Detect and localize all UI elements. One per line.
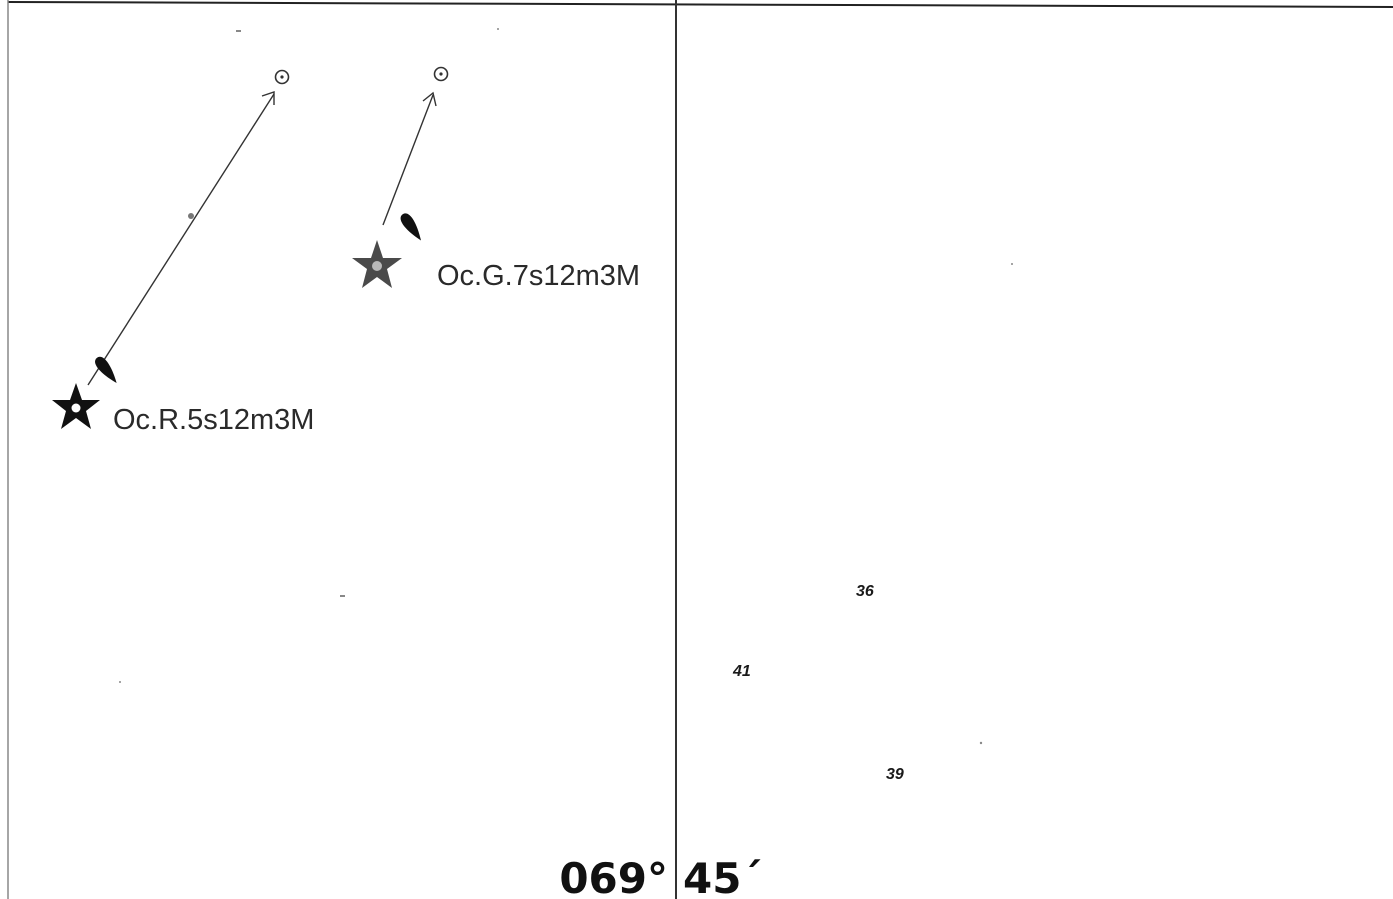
sounding-depth: 36 xyxy=(856,583,874,600)
light-flare-icon xyxy=(95,356,117,384)
meridian-degrees-label: 069° xyxy=(559,854,668,899)
sounding-depth: 39 xyxy=(886,766,904,783)
light-star-icon xyxy=(52,383,100,429)
meridian-minutes-label: 45´ xyxy=(683,854,762,899)
light-flare-icon xyxy=(400,213,422,241)
light-label-red: Oc.R.5s12m3M xyxy=(113,404,314,436)
circle-dot-icon xyxy=(433,66,449,82)
light-label-green: Oc.G.7s12m3M xyxy=(437,260,640,292)
circle-dot-icon xyxy=(274,69,290,85)
chart-border-top xyxy=(7,1,1393,8)
chart-specks xyxy=(119,28,1013,745)
light-star-icon xyxy=(352,240,402,288)
leading-line-green xyxy=(382,91,437,226)
leading-line-red xyxy=(87,91,275,386)
sounding-depth: 41 xyxy=(732,663,751,680)
